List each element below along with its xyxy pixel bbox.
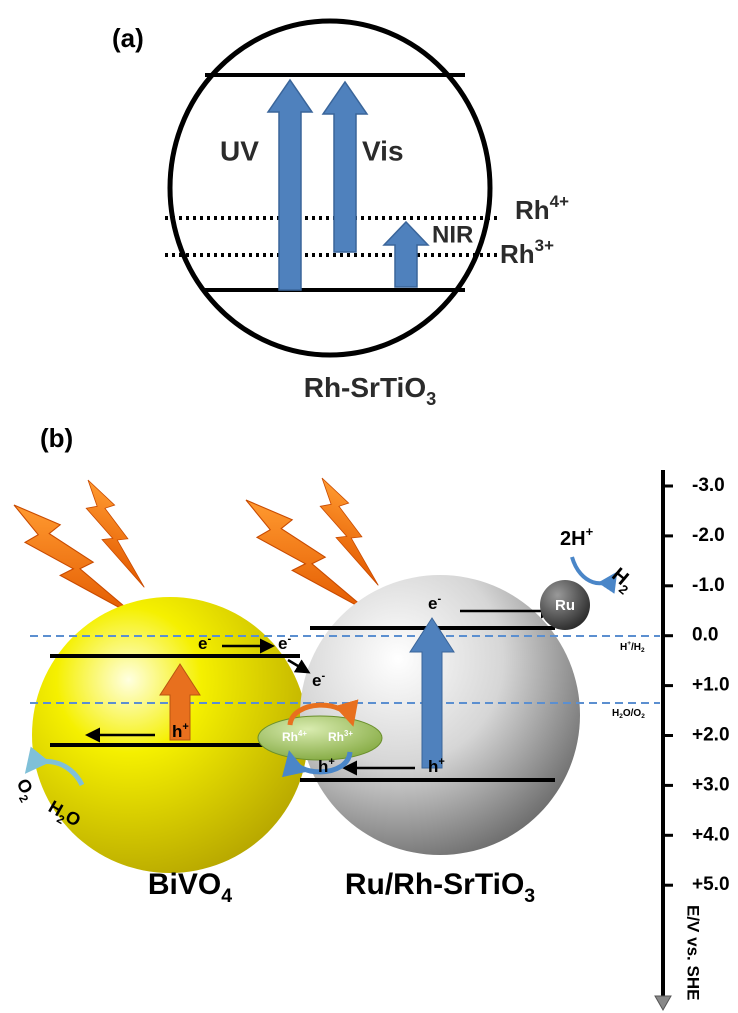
- species-label: H2: [605, 564, 638, 598]
- light-bolt: [14, 505, 137, 617]
- figure: (a)UVVisNIRRh4+Rh3+Rh-SrTiO3(b)e-e-e-e-h…: [0, 0, 738, 1013]
- text-segment: h: [428, 757, 438, 776]
- material-label: BiVO4: [148, 868, 232, 907]
- page: { "panel_a": { "label": "(a)", "arrows":…: [0, 0, 738, 1013]
- text-segment: e: [198, 634, 207, 653]
- text-segment: 2: [641, 647, 645, 654]
- text-segment: /H: [631, 642, 641, 653]
- axis-tick-label: 0.0: [692, 625, 718, 646]
- arrow-label: Vis: [362, 135, 404, 166]
- text-segment: H: [612, 708, 619, 719]
- axis-tick-label: +1.0: [692, 675, 730, 696]
- redox-label: H+/H2: [620, 640, 645, 654]
- text-segment: O/O: [623, 708, 642, 719]
- text-segment: BiVO: [148, 868, 221, 901]
- text-segment: H: [620, 642, 627, 653]
- axis-tick-label: +4.0: [692, 824, 730, 845]
- text-segment: 2: [641, 713, 645, 720]
- axis-tick-label: +3.0: [692, 774, 730, 795]
- text-segment: h: [172, 722, 182, 741]
- text-segment: 4+: [550, 192, 569, 211]
- text-segment: 3+: [535, 236, 554, 255]
- text-segment: Rh: [328, 730, 344, 744]
- axis-tick-label: -2.0: [692, 525, 725, 546]
- text-segment: -: [321, 670, 325, 682]
- text-segment: Rh-SrTiO: [304, 372, 426, 403]
- circle: [170, 21, 490, 355]
- level-label: Rh3+: [500, 236, 554, 269]
- axis-tick-label: +2.0: [692, 725, 730, 746]
- arrow-label: UV: [220, 135, 259, 166]
- text-segment: -: [207, 633, 211, 645]
- species-label: O2: [9, 775, 40, 805]
- text-segment: 4+: [298, 729, 307, 738]
- text-segment: h: [318, 757, 328, 776]
- text-segment: 3+: [344, 729, 353, 738]
- text-segment: +: [586, 524, 594, 539]
- light-bolt: [246, 500, 369, 612]
- material-label: Rh-SrTiO3: [304, 372, 437, 408]
- cocatalyst-label: Ru: [555, 597, 575, 614]
- text-segment: 2H: [560, 528, 586, 550]
- material-label: Ru/Rh-SrTiO3: [345, 868, 535, 907]
- text-segment: Rh: [282, 730, 298, 744]
- text-segment: e: [312, 671, 321, 690]
- text-segment: e: [428, 594, 437, 613]
- arrow-label: NIR: [432, 221, 473, 248]
- text-segment: Ru/Rh-SrTiO: [345, 868, 524, 901]
- species-label: 2H+: [560, 524, 594, 550]
- vis-arrow: [323, 82, 367, 252]
- text-segment: 3: [524, 885, 535, 907]
- text-segment: Rh: [515, 195, 550, 225]
- text-segment: -: [287, 633, 291, 645]
- panel-label: (b): [40, 423, 73, 453]
- axis-title: E/V vs. SHE: [684, 905, 703, 1000]
- text-segment: +: [182, 721, 188, 733]
- text-segment: 4: [221, 885, 232, 907]
- panel-label: (a): [112, 23, 144, 53]
- axis-tick-label: -3.0: [692, 475, 725, 496]
- text-segment: 3: [426, 389, 436, 409]
- text-segment: +: [328, 756, 334, 768]
- electron-label: e-: [278, 633, 291, 654]
- level-label: Rh4+: [515, 192, 569, 225]
- text-segment: -: [437, 593, 441, 605]
- uv-arrow: [268, 80, 312, 290]
- panel-a: [165, 21, 500, 355]
- axis-tick-label: -1.0: [692, 575, 725, 596]
- text-segment: Rh: [500, 239, 535, 269]
- axis-tick-label: +5.0: [692, 874, 730, 895]
- redox-label: H2O/O2: [612, 708, 645, 721]
- mediator-ellipse: [258, 716, 382, 760]
- text-segment: e: [278, 634, 287, 653]
- axis-arrowhead: [655, 996, 671, 1010]
- text-segment: +: [438, 756, 444, 768]
